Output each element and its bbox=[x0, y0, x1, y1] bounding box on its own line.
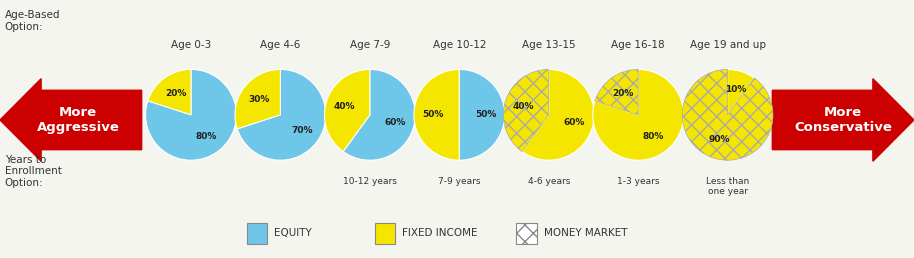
Text: 10-12 years: 10-12 years bbox=[343, 177, 397, 186]
Wedge shape bbox=[504, 69, 548, 151]
Text: 40%: 40% bbox=[334, 102, 356, 111]
Bar bbox=[247, 223, 267, 244]
Text: 60%: 60% bbox=[384, 118, 406, 127]
Wedge shape bbox=[593, 69, 684, 160]
Text: Age 16-18: Age 16-18 bbox=[611, 40, 665, 50]
Text: EQUITY: EQUITY bbox=[274, 229, 312, 238]
Text: 80%: 80% bbox=[643, 132, 664, 141]
Wedge shape bbox=[324, 69, 370, 151]
Text: Age 4-6: Age 4-6 bbox=[260, 40, 301, 50]
Text: 60%: 60% bbox=[563, 118, 584, 127]
Text: 20%: 20% bbox=[165, 89, 186, 98]
Text: Age 7-9: Age 7-9 bbox=[350, 40, 390, 50]
Wedge shape bbox=[682, 69, 773, 160]
Wedge shape bbox=[235, 69, 281, 129]
Text: 50%: 50% bbox=[475, 110, 496, 119]
Text: 70%: 70% bbox=[291, 126, 313, 135]
Text: FIXED INCOME: FIXED INCOME bbox=[402, 229, 478, 238]
Wedge shape bbox=[414, 69, 460, 160]
Wedge shape bbox=[522, 69, 594, 160]
Wedge shape bbox=[148, 69, 191, 115]
Text: Age 19 and up: Age 19 and up bbox=[689, 40, 766, 50]
Text: 90%: 90% bbox=[708, 135, 730, 144]
Wedge shape bbox=[595, 69, 638, 115]
Text: Age 13-15: Age 13-15 bbox=[522, 40, 576, 50]
Text: Age 10-12: Age 10-12 bbox=[432, 40, 486, 50]
Text: 10%: 10% bbox=[725, 85, 747, 94]
FancyArrow shape bbox=[0, 79, 142, 161]
Text: MONEY MARKET: MONEY MARKET bbox=[544, 229, 627, 238]
Text: 20%: 20% bbox=[612, 89, 633, 98]
Text: Age 0-3: Age 0-3 bbox=[171, 40, 211, 50]
Text: 80%: 80% bbox=[196, 132, 218, 141]
Wedge shape bbox=[459, 69, 505, 160]
Wedge shape bbox=[238, 69, 325, 160]
Text: Less than
one year: Less than one year bbox=[706, 177, 749, 196]
Wedge shape bbox=[343, 69, 415, 160]
Text: 50%: 50% bbox=[422, 110, 443, 119]
Text: Years to
Enrollment
Option:: Years to Enrollment Option: bbox=[5, 155, 61, 188]
Wedge shape bbox=[728, 69, 754, 115]
Text: More
Aggressive: More Aggressive bbox=[37, 106, 120, 134]
Text: 30%: 30% bbox=[249, 95, 270, 104]
Text: Age-Based
Option:: Age-Based Option: bbox=[5, 10, 60, 32]
Text: 1-3 years: 1-3 years bbox=[617, 177, 659, 186]
Text: 4-6 years: 4-6 years bbox=[527, 177, 570, 186]
Bar bbox=[516, 223, 537, 244]
Text: 7-9 years: 7-9 years bbox=[438, 177, 481, 186]
FancyArrow shape bbox=[772, 79, 914, 161]
Text: More
Conservative: More Conservative bbox=[794, 106, 892, 134]
Bar bbox=[375, 223, 395, 244]
Wedge shape bbox=[145, 69, 237, 160]
Text: 40%: 40% bbox=[513, 102, 535, 111]
